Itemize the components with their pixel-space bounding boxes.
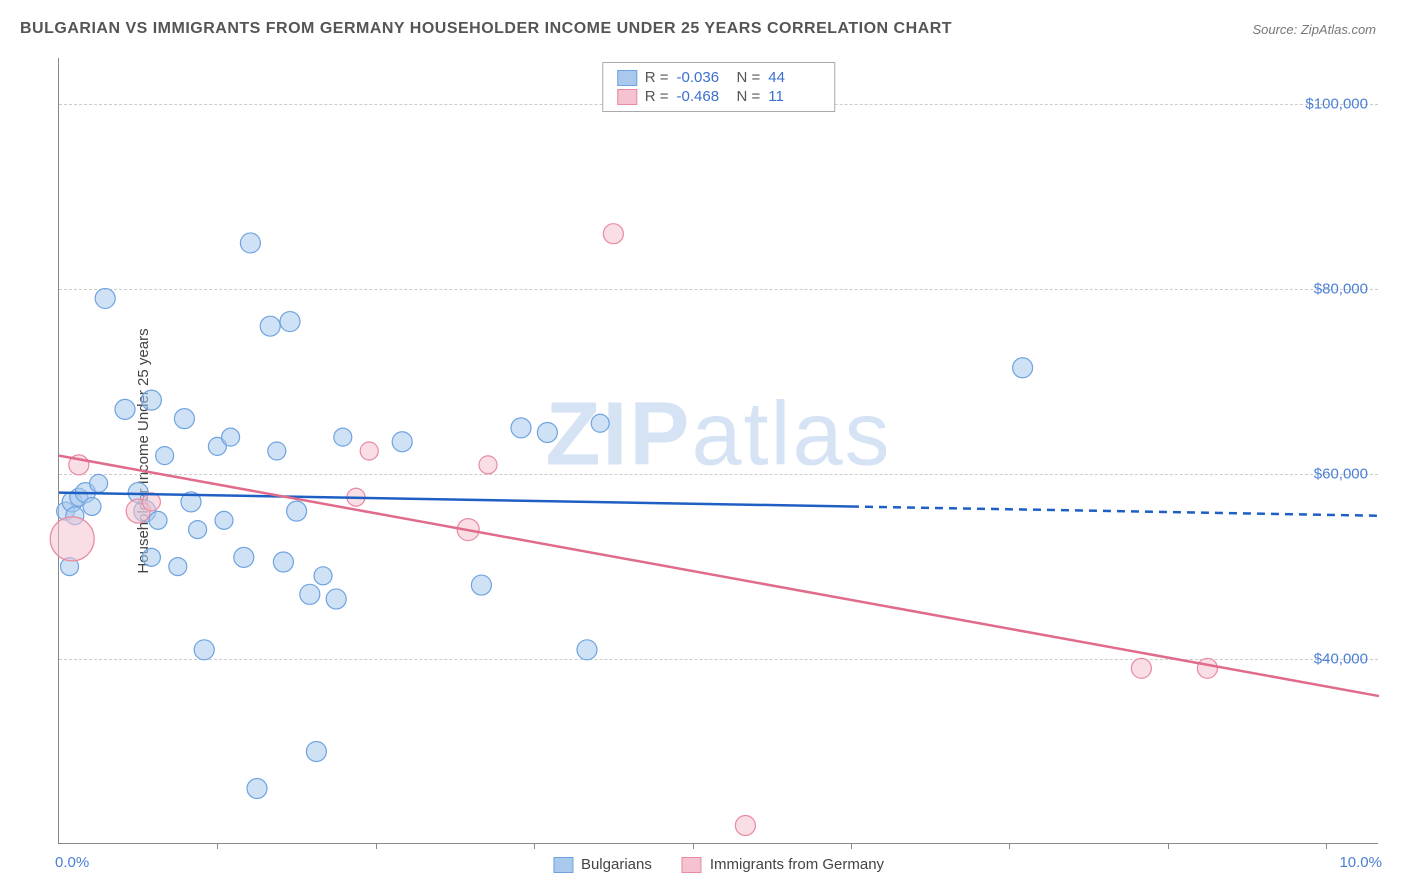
data-point (169, 558, 187, 576)
data-point (149, 511, 167, 529)
data-point (591, 414, 609, 432)
x-tick (1168, 843, 1169, 849)
swatch-germany (617, 89, 637, 105)
x-axis-max-label: 10.0% (1339, 854, 1382, 871)
x-tick (851, 843, 852, 849)
data-point (240, 233, 260, 253)
regression-line-extrapolated (851, 506, 1379, 515)
r-value-germany: -0.468 (677, 88, 729, 105)
data-point (537, 423, 557, 443)
x-tick (534, 843, 535, 849)
data-point (95, 288, 115, 308)
data-point (360, 442, 378, 460)
data-point (280, 312, 300, 332)
x-tick (376, 843, 377, 849)
data-point (287, 501, 307, 521)
data-point (83, 497, 101, 515)
data-point (479, 456, 497, 474)
x-tick (1009, 843, 1010, 849)
data-point (141, 390, 161, 410)
data-point (334, 428, 352, 446)
r-value-bulgarians: -0.036 (677, 69, 729, 86)
data-point (115, 399, 135, 419)
data-point (222, 428, 240, 446)
data-point (194, 640, 214, 660)
data-point (156, 447, 174, 465)
data-point (247, 779, 267, 799)
scatter-plot-svg (59, 58, 1378, 843)
data-point (300, 584, 320, 604)
data-point (174, 409, 194, 429)
stats-row-bulgarians: R = -0.036 N = 44 (617, 69, 821, 86)
data-point (234, 547, 254, 567)
data-point (1131, 658, 1151, 678)
data-point (50, 517, 94, 561)
legend: Bulgarians Immigrants from Germany (553, 856, 884, 873)
swatch-bulgarians (617, 70, 637, 86)
x-tick (217, 843, 218, 849)
data-point (735, 816, 755, 836)
legend-label-germany: Immigrants from Germany (710, 856, 884, 873)
data-point (577, 640, 597, 660)
n-value-germany: 11 (768, 88, 820, 105)
data-point (471, 575, 491, 595)
x-tick (1326, 843, 1327, 849)
data-point (215, 511, 233, 529)
x-tick (693, 843, 694, 849)
data-point (1013, 358, 1033, 378)
data-point (260, 316, 280, 336)
legend-swatch-bulgarians (553, 857, 573, 873)
data-point (326, 589, 346, 609)
plot-area: Householder Income Under 25 years ZIPatl… (58, 58, 1378, 844)
data-point (314, 567, 332, 585)
x-axis-min-label: 0.0% (55, 854, 89, 871)
data-point (306, 742, 326, 762)
data-point (603, 224, 623, 244)
data-point (142, 548, 160, 566)
correlation-stats-box: R = -0.036 N = 44 R = -0.468 N = 11 (602, 62, 836, 112)
n-value-bulgarians: 44 (768, 69, 820, 86)
stats-row-germany: R = -0.468 N = 11 (617, 88, 821, 105)
data-point (511, 418, 531, 438)
correlation-chart: BULGARIAN VS IMMIGRANTS FROM GERMANY HOU… (0, 0, 1406, 892)
data-point (1197, 658, 1217, 678)
data-point (268, 442, 286, 460)
data-point (189, 521, 207, 539)
data-point (273, 552, 293, 572)
chart-title: BULGARIAN VS IMMIGRANTS FROM GERMANY HOU… (20, 20, 952, 38)
legend-label-bulgarians: Bulgarians (581, 856, 652, 873)
legend-item-germany: Immigrants from Germany (682, 856, 884, 873)
data-point (392, 432, 412, 452)
regression-line (59, 456, 1379, 696)
source-attribution: Source: ZipAtlas.com (1252, 22, 1376, 37)
legend-item-bulgarians: Bulgarians (553, 856, 652, 873)
regression-line (59, 493, 851, 507)
legend-swatch-germany (682, 857, 702, 873)
data-point (90, 474, 108, 492)
